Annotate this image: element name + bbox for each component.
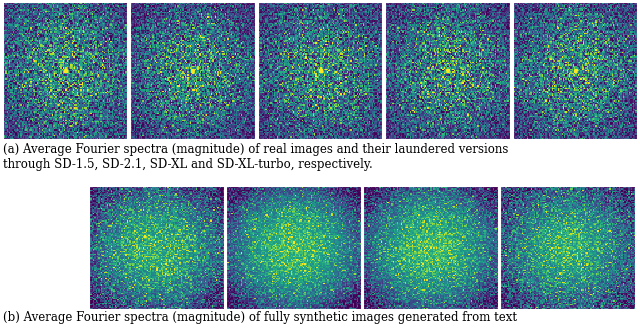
Text: (a) Average Fourier spectra (magnitude) of real images and their laundered versi: (a) Average Fourier spectra (magnitude) …	[3, 143, 509, 171]
Text: (b) Average Fourier spectra (magnitude) of fully synthetic images generated from: (b) Average Fourier spectra (magnitude) …	[3, 311, 517, 324]
